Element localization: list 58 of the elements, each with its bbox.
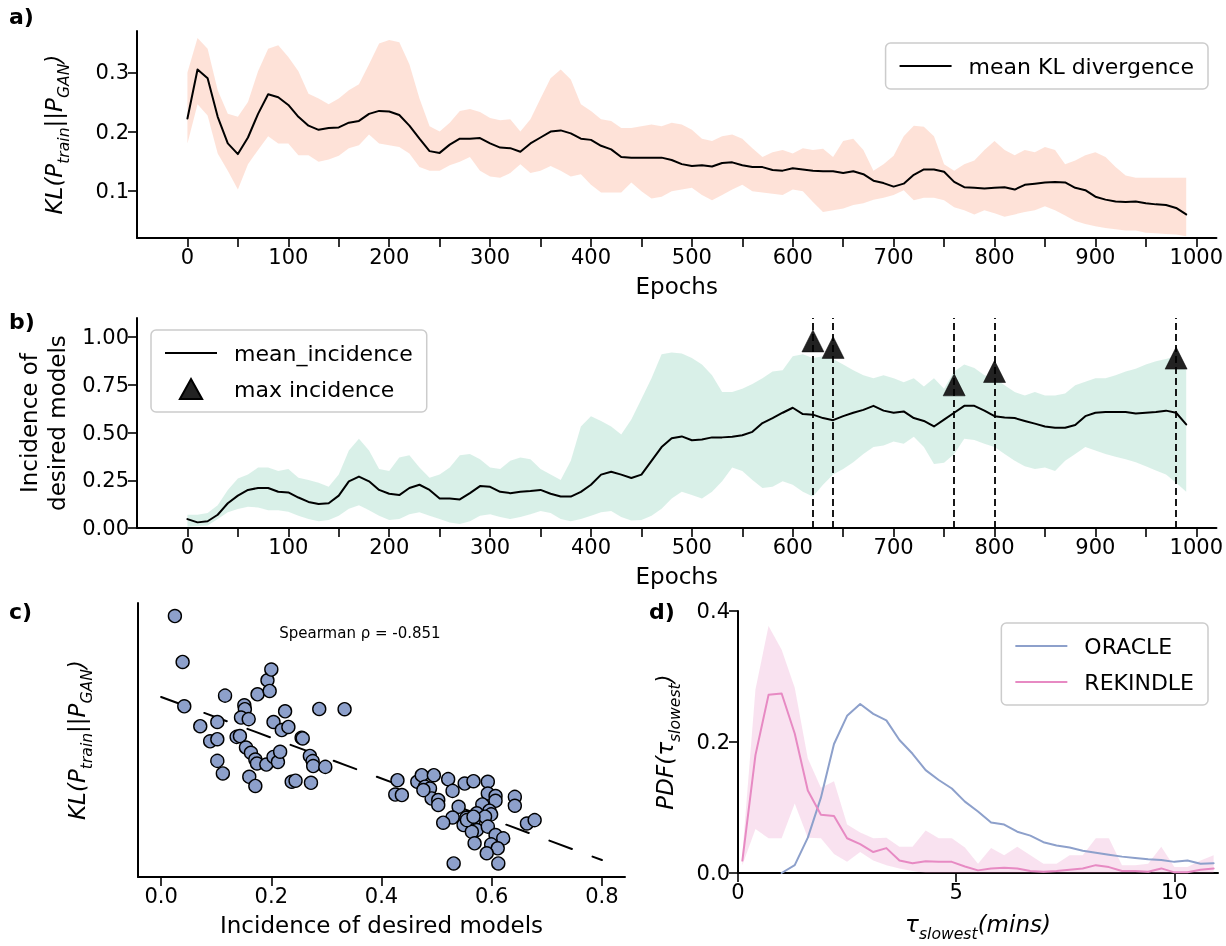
y-tick-label: 0.1 (95, 178, 129, 203)
x-tick-label: 0.0 (144, 883, 178, 908)
x-tick-label: 500 (671, 534, 712, 559)
chart-title: a) (9, 3, 34, 29)
x-tick-label: 0 (180, 534, 195, 559)
x-tick-label: 900 (1075, 244, 1116, 269)
y-tick-label: 0.3 (95, 60, 129, 85)
x-tick-label: 800 (974, 534, 1015, 559)
legend-label: mean KL divergence (968, 53, 1195, 79)
y-axis-title: PDF(τslowest) (652, 674, 684, 810)
x-tick-label: 1000 (1169, 534, 1223, 559)
chart-title: c) (9, 598, 33, 624)
y-tick-label: 0.2 (95, 119, 129, 144)
y-axis-title: Incidence of desired models (16, 335, 71, 511)
x-axis-title: Incidence of desired models (219, 912, 544, 938)
y-axis-title: KL(Ptrain||PGAN) (41, 54, 73, 215)
x-tick-label: 200 (369, 244, 410, 269)
x-tick-label: 0 (180, 244, 195, 269)
y-tick-label: 0.4 (696, 599, 730, 623)
x-tick-label: 100 (268, 244, 309, 269)
x-tick-label: 700 (873, 244, 914, 269)
chart-title: d) (649, 598, 675, 624)
chart-title: b) (9, 308, 35, 334)
y-tick-label: 0.50 (82, 420, 129, 445)
x-tick-label: 300 (470, 534, 511, 559)
x-tick-label: 0.6 (474, 883, 509, 908)
y-tick-label: 0.0 (696, 861, 730, 885)
x-tick-label: 900 (1075, 534, 1116, 559)
x-tick-label: 500 (671, 244, 712, 269)
legend-label: ORACLE (1084, 633, 1173, 659)
x-tick-label: 100 (268, 534, 309, 559)
x-tick-label: 400 (570, 534, 612, 559)
annotation: Spearman ρ = -0.851 (279, 623, 441, 642)
x-tick-label: 10 (1161, 879, 1188, 904)
x-tick-label: 5 (949, 879, 963, 904)
x-tick-label: 300 (470, 244, 511, 269)
x-axis-title: Epochs (635, 273, 718, 299)
x-tick-label: 800 (974, 244, 1015, 269)
y-tick-label: 0.2 (696, 730, 730, 754)
x-tick-label: 1000 (1169, 244, 1223, 269)
y-tick-label: 0.25 (82, 468, 129, 493)
y-axis-title: KL(Ptrain||PGAN) (64, 660, 96, 820)
legend-label: max incidence (234, 376, 395, 402)
y-tick-label: 1.00 (82, 325, 129, 350)
x-tick-label: 700 (873, 534, 914, 559)
y-tick-label: 0.75 (82, 372, 129, 397)
x-tick-label: 200 (369, 534, 410, 559)
y-tick-label: 0.00 (82, 516, 129, 541)
x-tick-label: 400 (570, 244, 612, 269)
x-tick-label: 0.8 (585, 883, 619, 908)
legend-label: mean_incidence (234, 340, 413, 367)
legend-label: REKINDLE (1084, 669, 1194, 695)
x-tick-label: 0.2 (254, 883, 289, 908)
x-tick-label: 0.4 (364, 883, 399, 908)
x-tick-label: 600 (772, 534, 813, 559)
x-tick-label: 600 (772, 244, 813, 269)
x-tick-label: 0 (731, 879, 745, 904)
x-axis-title: Epochs (635, 563, 718, 589)
